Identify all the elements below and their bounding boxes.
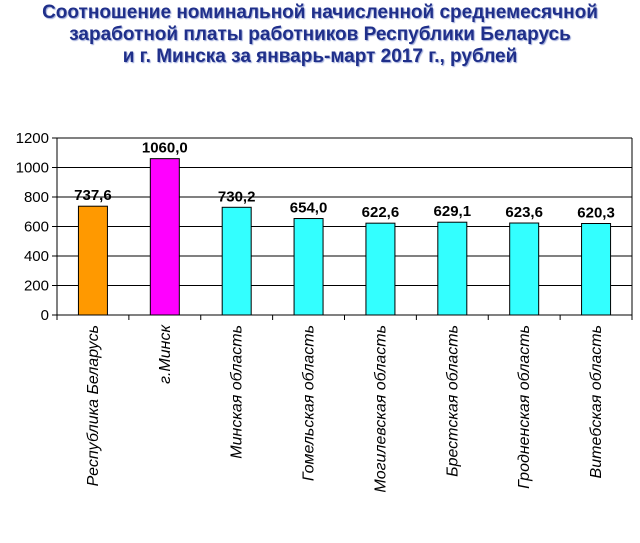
data-label: 1060,0 xyxy=(142,140,188,157)
category-label: г.Минск xyxy=(157,324,174,384)
bar xyxy=(365,222,396,316)
category-label: Брестская область xyxy=(444,325,461,477)
bar xyxy=(581,223,612,316)
data-label: 622,6 xyxy=(362,204,400,221)
category-label: Гродненская область xyxy=(516,325,533,489)
y-tick-label: 0 xyxy=(41,307,49,324)
y-tick-label: 800 xyxy=(24,189,49,206)
category-label: Витебская область xyxy=(588,325,605,478)
data-label: 623,6 xyxy=(505,204,543,221)
category-label: Могилевская область xyxy=(372,325,389,493)
data-labels: 737,6 1060,0 730,2 654,0 622,6 629,1 623,6 620,… xyxy=(74,140,615,222)
category-label: Гомельская область xyxy=(301,325,318,481)
chart-title-line-3: и г. Минска за январь-март 2017 г., рубл… xyxy=(122,46,518,67)
category-label: Республика Беларусь xyxy=(85,325,102,486)
data-label: 620,3 xyxy=(577,205,615,222)
category-labels: Республика Беларусь г.Минск Минская област… xyxy=(85,324,605,493)
bar xyxy=(509,222,540,316)
bar xyxy=(221,206,252,316)
bar xyxy=(77,205,108,316)
y-tick-label: 200 xyxy=(24,278,49,295)
gridlines xyxy=(57,137,632,286)
chart-title-line-1: Соотношение номинальной начисленной сред… xyxy=(42,2,598,23)
data-label: 654,0 xyxy=(290,200,328,217)
category-label: Минская область xyxy=(229,325,246,459)
bars xyxy=(77,158,612,316)
y-tick-label: 1200 xyxy=(16,130,49,147)
chart-title: Соотношение номинальной начисленной сред… xyxy=(0,2,640,68)
bar xyxy=(293,218,324,316)
data-label: 730,2 xyxy=(218,188,256,205)
chart-title-line-2: заработной платы работников Республики Б… xyxy=(69,24,571,45)
y-tick-label: 600 xyxy=(24,219,49,236)
bar xyxy=(149,158,180,316)
bar xyxy=(437,221,468,316)
y-tick-label: 400 xyxy=(24,248,49,265)
y-tick-label: 1000 xyxy=(16,160,49,177)
data-label: 629,1 xyxy=(434,203,472,220)
data-label: 737,6 xyxy=(74,187,112,204)
